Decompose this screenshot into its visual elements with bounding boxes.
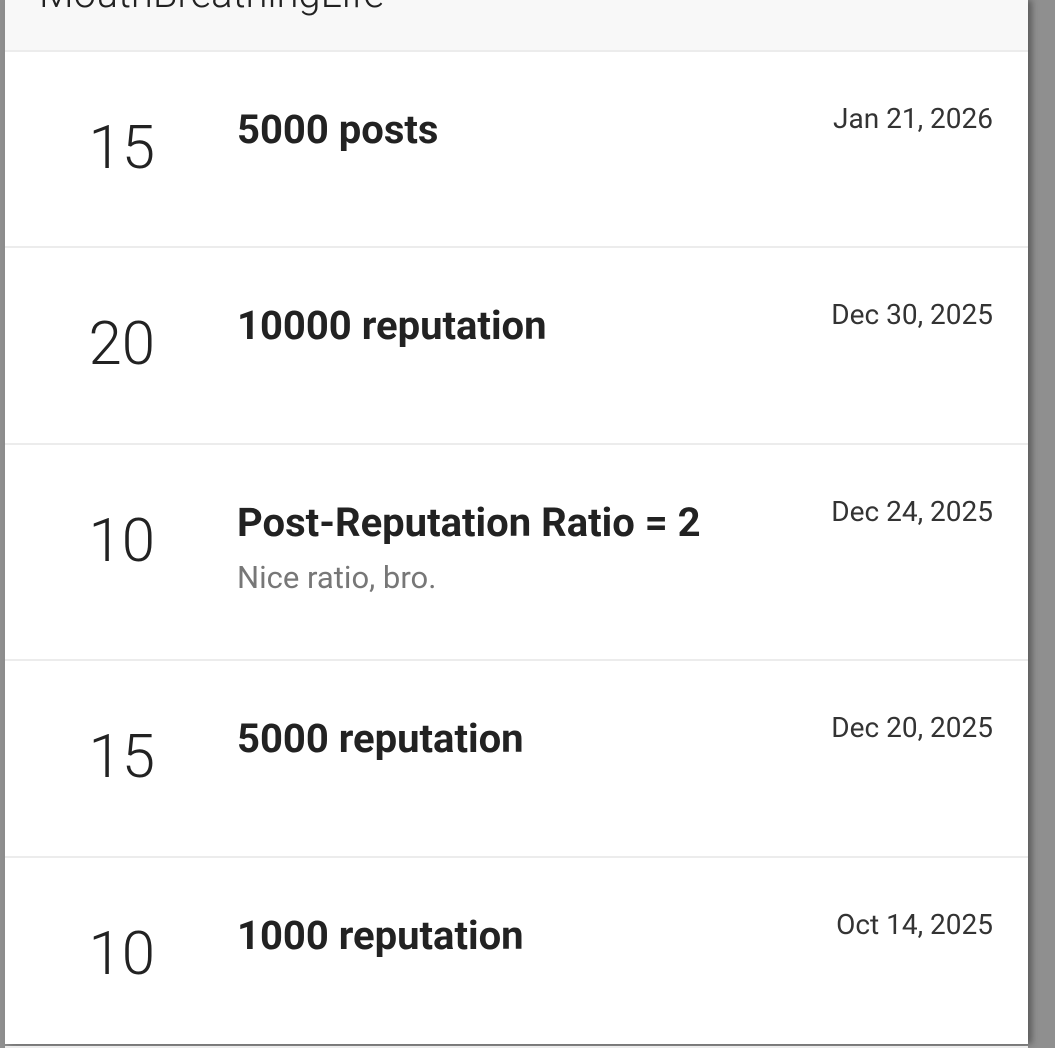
username-title: MouthBreathingLife: [39, 0, 384, 17]
achievement-date: Dec 20, 2025: [831, 711, 993, 744]
achievement-points: 15: [88, 112, 155, 183]
achievement-points: 15: [88, 721, 155, 792]
achievement-title: 5000 reputation: [237, 715, 524, 762]
achievement-points: 10: [88, 918, 155, 989]
achievement-date: Dec 24, 2025: [831, 495, 993, 528]
achievement-row[interactable]: 10 Post-Reputation Ratio = 2 Nice ratio,…: [5, 445, 1028, 661]
achievement-row[interactable]: 20 10000 reputation Dec 30, 2025: [5, 248, 1028, 445]
achievement-title: 1000 reputation: [237, 912, 524, 959]
achievement-description: Nice ratio, bro.: [237, 559, 437, 596]
panel-header: MouthBreathingLife: [5, 0, 1028, 52]
achievement-date: Dec 30, 2025: [831, 298, 993, 331]
achievement-row[interactable]: 15 5000 reputation Dec 20, 2025: [5, 661, 1028, 858]
achievement-points: 20: [88, 308, 155, 379]
achievement-title: 10000 reputation: [237, 302, 547, 349]
achievement-row[interactable]: 15 5000 posts Jan 21, 2026: [5, 52, 1028, 248]
achievement-points: 10: [88, 505, 155, 576]
achievement-row[interactable]: 10 1000 reputation Oct 14, 2025: [5, 858, 1028, 1048]
achievement-date: Jan 21, 2026: [833, 102, 993, 135]
achievement-title: 5000 posts: [237, 106, 439, 153]
achievement-list: 15 5000 posts Jan 21, 2026 20 10000 reput…: [5, 52, 1028, 1048]
achievements-panel: MouthBreathingLife 15 5000 posts Jan 21,…: [5, 0, 1028, 1048]
achievement-date: Oct 14, 2025: [836, 908, 993, 941]
achievement-title: Post-Reputation Ratio = 2: [237, 499, 701, 546]
